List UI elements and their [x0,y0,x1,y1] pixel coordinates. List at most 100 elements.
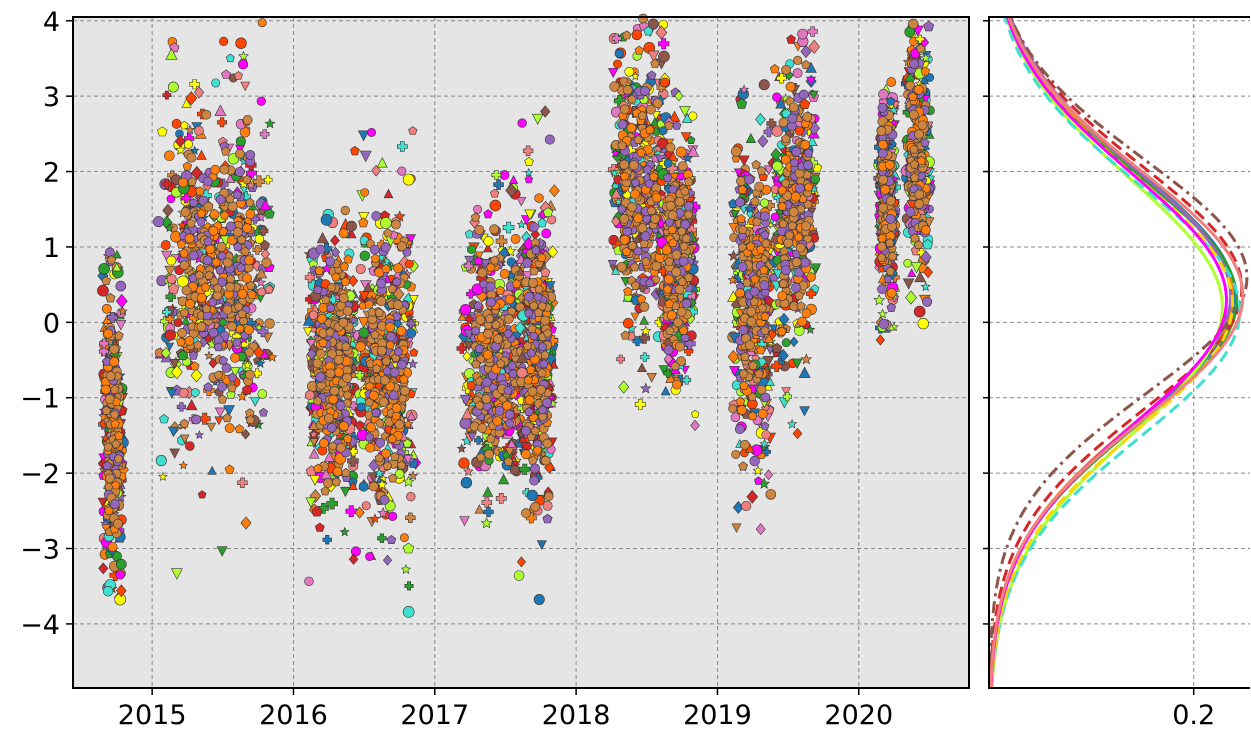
data-point [241,428,251,440]
data-point [544,491,554,501]
data-point [204,350,214,360]
data-point [534,193,544,203]
data-point [633,213,644,224]
data-point [261,257,272,268]
data-point [180,207,191,218]
data-point [333,367,344,378]
data-point [107,542,118,552]
data-point [671,267,682,277]
data-point [201,109,212,120]
data-point [797,28,808,40]
data-point [242,360,253,370]
data-point [524,395,535,406]
data-point [244,346,255,357]
data-point [179,434,190,444]
data-point [105,247,115,258]
data-point [255,358,266,368]
data-point [244,324,254,335]
data-point [760,392,771,403]
data-point [104,505,114,516]
data-point [651,192,662,203]
data-point [484,449,495,460]
data-point [731,449,741,460]
data-point [338,421,349,432]
data-point [216,242,227,252]
data-point [312,358,323,369]
data-point [355,341,366,352]
data-point [99,338,109,349]
data-point [234,71,243,80]
data-point [877,102,888,113]
data-point [524,291,534,302]
data-point [267,351,278,362]
data-point [160,346,171,360]
data-point [189,79,200,90]
data-point [781,64,791,75]
data-point [502,400,513,411]
data-point [781,338,791,348]
data-point [485,281,496,292]
data-point [371,211,382,221]
data-point [770,212,780,222]
data-point [165,342,175,352]
data-point [179,418,190,428]
data-point [208,327,219,338]
data-point [184,124,196,135]
data-point [308,310,319,320]
data-point [219,36,229,46]
data-point [785,81,796,92]
data-point [801,221,811,231]
data-point [196,321,207,332]
data-point [235,136,246,147]
data-point [509,465,520,476]
data-point [315,348,326,359]
data-point [225,282,236,292]
data-point [99,346,109,357]
data-point [245,150,256,160]
data-point [678,256,689,267]
data-point [533,594,545,606]
data-point [544,134,555,145]
data-point [493,334,503,344]
data-point [263,175,273,185]
data-point [652,98,663,109]
data-point [483,236,494,247]
data-point [190,388,200,397]
data-point [255,267,268,279]
data-point [157,126,168,137]
data-point [683,201,694,212]
data-point [97,284,109,297]
data-point [210,164,221,175]
data-point [203,382,213,392]
data-point [340,205,350,216]
data-point [355,263,366,275]
data-point [234,424,245,434]
data-point [218,317,228,327]
data-point [628,160,639,171]
data-point [109,356,120,367]
data-point [540,315,551,326]
data-point [731,146,742,157]
data-point [318,302,329,313]
data-point [338,293,349,303]
data-point [219,164,230,175]
data-point [245,209,256,219]
data-point [658,50,670,63]
data-point [781,265,791,276]
data-point [232,227,243,238]
data-point [324,413,334,424]
data-point [674,341,685,352]
data-point [107,311,118,323]
data-point [115,320,127,331]
data-point [101,303,112,314]
data-point [115,558,127,570]
data-point [242,223,253,234]
data-point [169,358,180,370]
data-point [159,414,169,424]
data-point [735,288,745,299]
data-point [185,441,195,451]
data-point [238,59,249,70]
data-point [376,345,387,356]
data-point [475,314,486,325]
data-point [257,326,269,338]
